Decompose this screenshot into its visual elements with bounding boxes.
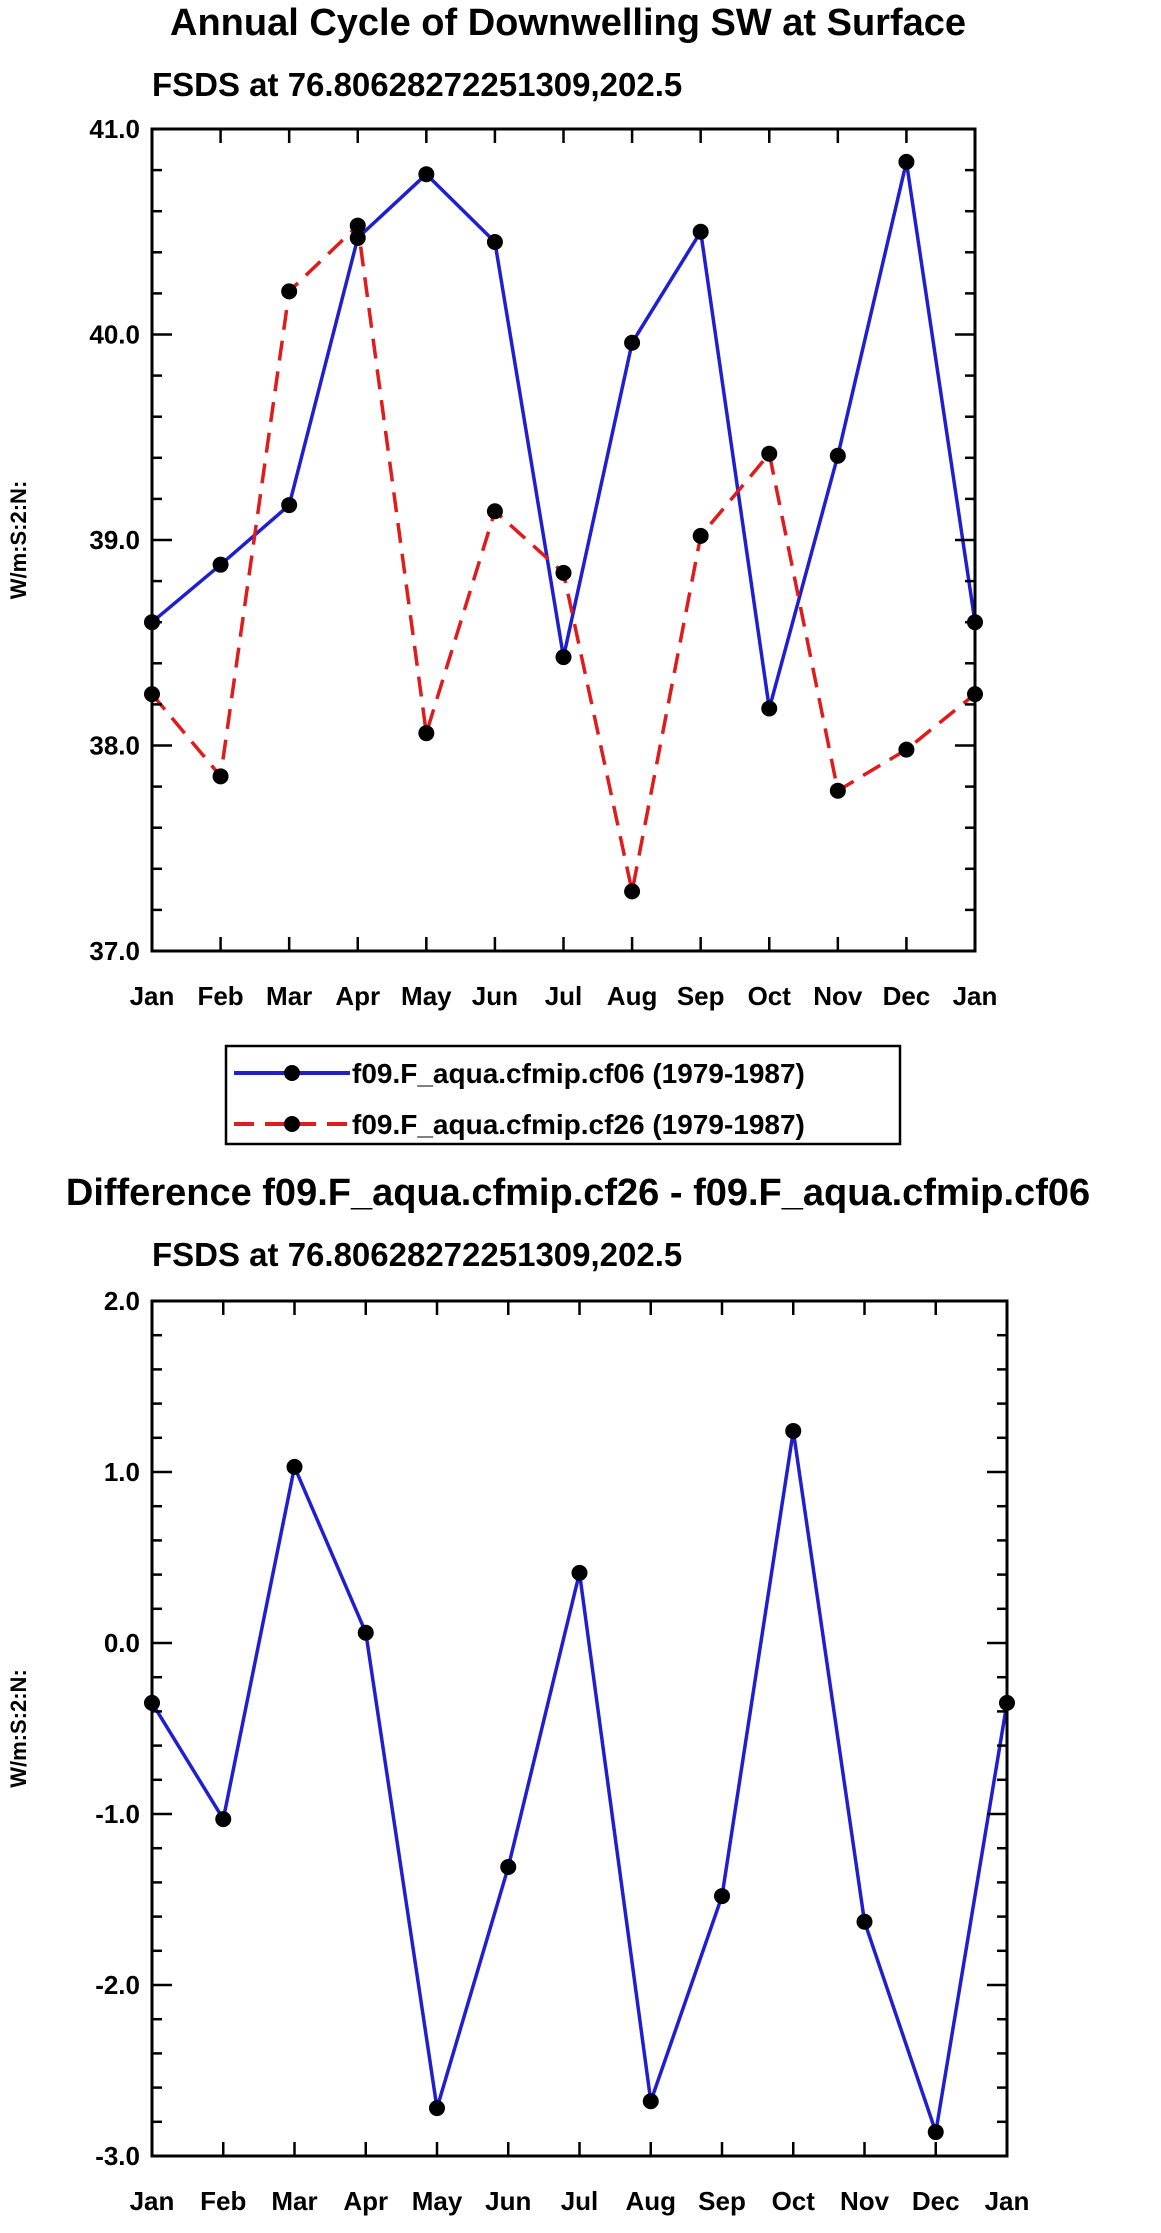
chart1-point-s2-7 [624,883,641,900]
chart2-xtick-label: Dec [912,2186,960,2216]
chart2-xtick-label: Jul [561,2186,599,2216]
chart1-title: Annual Cycle of Downwelling SW at Surfac… [170,2,966,44]
chart1-point-s1-8 [692,223,709,240]
chart2-point-s1-4 [429,2100,445,2117]
chart2-ytick-label: -3.0 [95,2141,140,2171]
chart2-xtick-label: Sep [698,2186,746,2216]
chart2-ytick-label: -1.0 [95,1799,140,1829]
chart1-ylabel: W/m:S:2:N: [6,481,31,600]
chart2-plot: Jan Feb Mar Apr May Jun Jul Aug Sep Oct Nov Dec Jan -… [6,1286,1029,2216]
legend-label-series1: f09.F_aqua.cfmip.cf06 (1979-1987) [352,1058,805,1089]
chart1-point-s2-1 [212,768,229,785]
chart2-point-s1-8 [714,1888,730,1905]
chart2-xtick-label: May [412,2186,463,2216]
chart1-xtick-label: Jun [472,981,518,1011]
chart1-point-s2-3 [349,217,366,234]
chart2-xtick-label: Jan [130,2186,175,2216]
chart2-title: Difference f09.F_aqua.cfmip.cf26 - f09.F… [66,1172,1090,1214]
chart1-point-s2-10 [829,782,846,799]
legend-box [224,1044,902,1146]
chart1-point-s1-11 [898,153,915,170]
chart2-ytick-label: 2.0 [104,1286,140,1316]
chart1-frame [150,127,977,953]
chart2-ytick-label: -2.0 [95,1970,140,2000]
chart1-point-s1-5 [486,234,503,251]
chart1-xtick-label: Feb [197,981,243,1011]
chart2-point-s1-1 [215,1811,232,1828]
legend-marker-series2 [284,1116,300,1132]
chart2-point-s1-7 [642,2093,659,2110]
chart2-point-s1-11 [927,2124,944,2141]
chart1-series-line-1 [150,160,977,711]
chart1-point-s1-1 [212,556,229,573]
legend-label-series2: f09.F_aqua.cfmip.cf26 (1979-1987) [352,1109,805,1140]
chart1-xtick-label: Jan [130,981,175,1011]
chart1-point-s2-4 [418,725,435,742]
chart2-ytick-label: 0.0 [104,1628,140,1658]
chart1-ytick-label: 38.0 [89,731,140,761]
chart1-xtick-label: Sep [677,981,725,1011]
chart1-ytick-label: 41.0 [89,114,140,144]
chart1-point-s1-6 [555,649,572,666]
chart1-xtick-label: Aug [607,981,658,1011]
chart1-point-s2-11 [898,741,915,758]
chart1-xtick-label: Mar [266,981,312,1011]
chart2-subtitle: FSDS at 76.80628272251309,202.5 [152,1236,682,1273]
legend-marker-series1 [284,1065,300,1081]
chart1-xtick-label: Dec [883,981,931,1011]
chart1-ytick-label: 39.0 [89,525,140,555]
chart2-point-s1-9 [785,1422,802,1439]
chart1-xtick-label: Jul [545,981,583,1011]
chart1-series-line-2 [150,223,977,894]
chart1-point-s1-3 [349,229,366,246]
chart1-xtick-label: May [401,981,452,1011]
chart2-xtick-label: Nov [840,2186,890,2216]
chart1-point-s2-2 [281,283,298,300]
chart1-point-s1-10 [829,447,846,464]
legend: f09.F_aqua.cfmip.cf06 (1979-1987) f09.F_… [224,1044,902,1146]
chart1-xtick-label: Jan [953,981,998,1011]
chart1-point-s2-5 [486,503,503,520]
chart1-point-s1-2 [281,497,298,514]
chart2-xtick-label: Jan [985,2186,1030,2216]
chart2-xtick-label: Mar [271,2186,317,2216]
chart1-point-s1-7 [624,334,641,351]
chart1-subtitle: FSDS at 76.80628272251309,202.5 [152,66,682,103]
chart1-point-s1-9 [761,700,778,717]
chart2-point-s1-6 [571,1564,588,1581]
chart1-plot: Jan Feb Mar Apr May Jun Jul Aug Sep Oct Nov Dec Jan 3… [6,114,997,1011]
chart1-xtick-label: Oct [748,981,792,1011]
chart2-series-line-1 [150,1429,1009,2134]
chart2-point-s1-3 [357,1624,374,1641]
chart1-point-s2-8 [692,527,709,544]
chart2-xtick-label: Aug [625,2186,676,2216]
chart1-ytick-label: 37.0 [89,936,140,966]
chart2-xtick-label: Apr [343,2186,388,2216]
chart1-xtick-label: Nov [813,981,863,1011]
chart1-point-s1-4 [418,166,435,183]
chart2-xtick-label: Feb [200,2186,246,2216]
chart2-ytick-label: 1.0 [104,1457,140,1487]
chart1-point-s2-9 [761,445,778,462]
chart2-point-s1-5 [500,1859,517,1876]
chart1-ytick-label: 40.0 [89,320,140,350]
chart2-xtick-label: Jun [485,2186,531,2216]
chart1-point-s2-6 [555,564,572,581]
chart1-xtick-label: Apr [335,981,380,1011]
chart2-frame [150,1299,1009,2158]
chart2-ylabel: W/m:S:2:N: [6,1669,31,1788]
chart2-point-s1-2 [286,1458,303,1475]
chart2-xtick-label: Oct [772,2186,816,2216]
chart2-point-s1-10 [856,1913,873,1930]
